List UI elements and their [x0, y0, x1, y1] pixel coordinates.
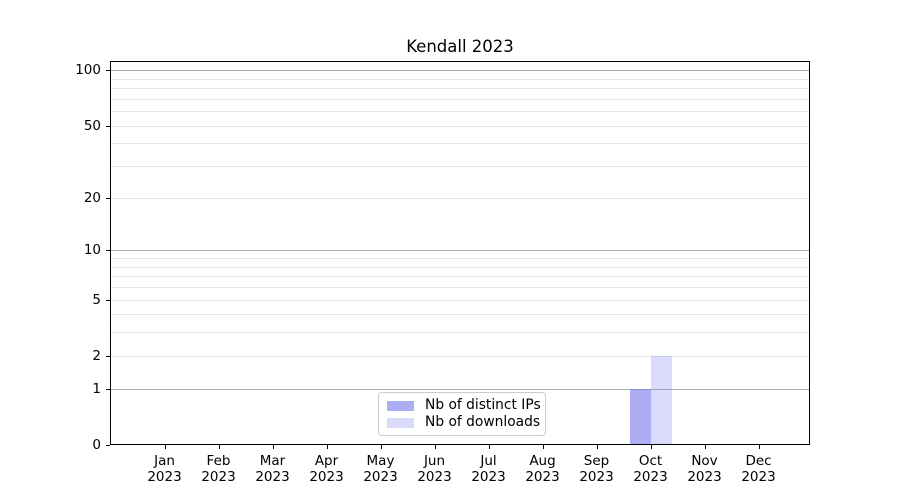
x-tick-label-nov: Nov 2023: [687, 453, 722, 485]
minor-gridline-40: [110, 143, 810, 145]
y-tick-10: [106, 250, 110, 252]
legend-item-distinct-ips: Nb of distinct IPs: [387, 398, 541, 413]
y-tick-label-5: 5: [92, 291, 101, 308]
x-tick-aug: [542, 445, 544, 449]
x-tick-jul: [488, 445, 490, 449]
x-tick-label-aug: Aug 2023: [525, 453, 560, 485]
x-tick-jan: [164, 445, 166, 449]
minor-gridline-8: [110, 266, 810, 268]
minor-gridline-6: [110, 286, 810, 288]
legend-swatch-downloads-icon: [387, 417, 414, 428]
minor-gridline-2: [110, 355, 810, 357]
plot-area: [110, 61, 810, 445]
y-tick-5: [106, 299, 110, 301]
x-tick-label-oct: Oct 2023: [633, 453, 668, 485]
x-tick-may: [380, 445, 382, 449]
x-tick-label-feb: Feb 2023: [201, 453, 236, 485]
x-tick-label-dec: Dec 2023: [741, 453, 776, 485]
x-tick-label-mar: Mar 2023: [255, 453, 290, 485]
x-tick-apr: [326, 445, 328, 449]
minor-gridline-9: [110, 258, 810, 259]
y-tick-50: [106, 125, 110, 127]
x-tick-label-apr: Apr 2023: [309, 453, 344, 485]
y-tick-0: [106, 445, 110, 446]
legend-item-downloads: Nb of downloads: [387, 414, 541, 430]
x-tick-oct: [650, 445, 652, 449]
legend-label-downloads: Nb of downloads: [425, 414, 541, 430]
x-tick-label-may: May 2023: [363, 453, 398, 485]
minor-gridline-50: [110, 125, 810, 127]
major-gridline-100: [110, 70, 810, 72]
x-tick-mar: [272, 445, 274, 449]
x-tick-feb: [218, 445, 220, 449]
major-gridline-1: [110, 388, 810, 390]
minor-gridline-5: [110, 299, 810, 301]
legend-swatch-distinct-ips-icon: [387, 400, 414, 411]
y-tick-label-50: 50: [83, 117, 101, 134]
y-tick-label-100: 100: [75, 62, 101, 79]
bar-oct-2023-downloads: [650, 355, 672, 445]
x-tick-dec: [758, 445, 760, 449]
y-tick-100: [106, 70, 110, 72]
x-tick-sep: [596, 445, 598, 449]
y-tick-2: [106, 355, 110, 357]
legend: Nb of distinct IPs Nb of downloads: [378, 392, 546, 436]
y-tick-20: [106, 197, 110, 199]
x-tick-label-jun: Jun 2023: [417, 453, 452, 485]
x-tick-label-jan: Jan 2023: [147, 453, 182, 485]
minor-gridline-80: [110, 88, 810, 89]
bar-oct-2023-distinct-ips: [629, 388, 651, 445]
x-tick-jun: [434, 445, 436, 449]
y-tick-label-1: 1: [92, 380, 101, 397]
x-tick-label-jul: Jul 2023: [471, 453, 506, 485]
x-tick-nov: [704, 445, 706, 449]
y-tick-label-2: 2: [92, 347, 101, 364]
minor-gridline-70: [110, 98, 810, 100]
minor-gridline-30: [110, 166, 810, 168]
legend-label-distinct-ips: Nb of distinct IPs: [425, 397, 541, 413]
minor-gridline-20: [110, 197, 810, 199]
y-tick-1: [106, 388, 110, 390]
minor-gridline-3: [110, 332, 810, 334]
minor-gridline-7: [110, 276, 810, 278]
y-tick-label-10: 10: [83, 242, 101, 259]
x-tick-label-sep: Sep 2023: [579, 453, 614, 485]
major-gridline-10: [110, 250, 810, 252]
minor-gridline-60: [110, 111, 810, 113]
chart-title: Kendall 2023: [406, 37, 514, 56]
minor-gridline-90: [110, 78, 810, 80]
y-tick-label-20: 20: [83, 189, 101, 206]
y-tick-label-0: 0: [92, 437, 101, 453]
minor-gridline-4: [110, 314, 810, 316]
